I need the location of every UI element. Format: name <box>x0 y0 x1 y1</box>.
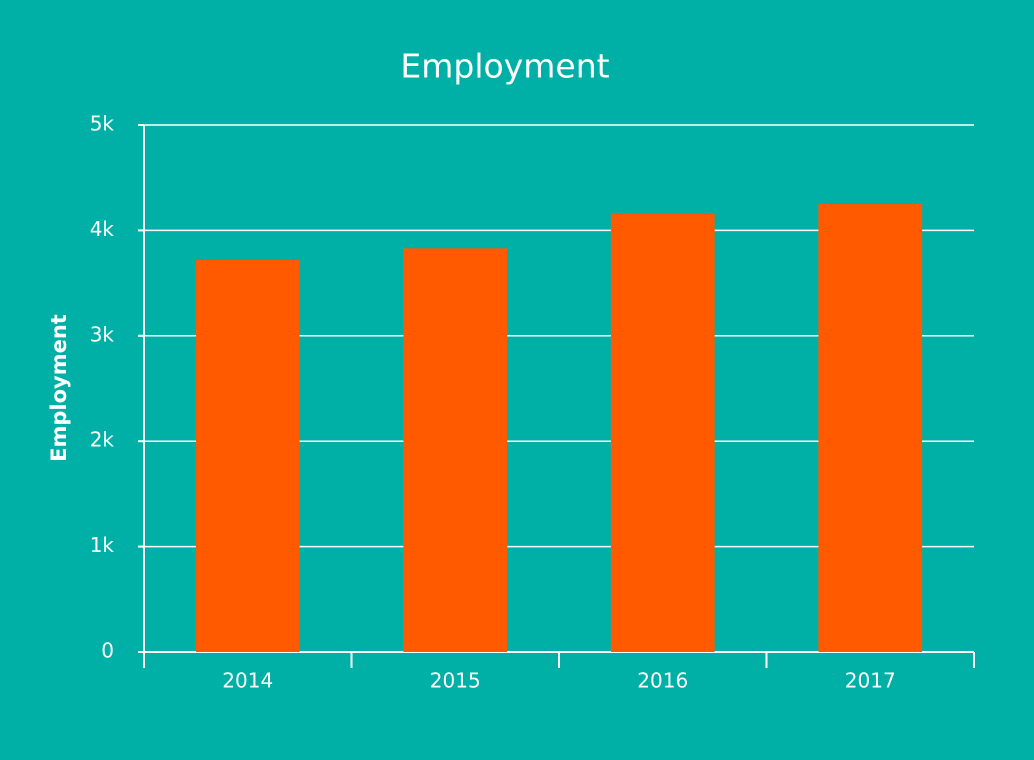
x-tick-label: 2016 <box>637 669 688 693</box>
y-tick-label: 2k <box>90 428 115 452</box>
y-tick-label: 1k <box>90 533 115 557</box>
y-axis-label: Employment <box>47 314 71 462</box>
y-tick-label: 0 <box>101 639 114 663</box>
chart-title: Employment <box>400 47 609 86</box>
y-tick-label: 5k <box>90 112 115 136</box>
y-tick-label: 4k <box>90 217 115 241</box>
bar <box>610 213 715 652</box>
x-tick-label: 2014 <box>222 669 273 693</box>
bar <box>195 259 300 652</box>
bar <box>818 204 923 653</box>
x-tick-label: 2015 <box>430 669 481 693</box>
y-tick-label: 3k <box>90 322 115 346</box>
bar <box>403 248 508 652</box>
x-tick-label: 2017 <box>845 669 896 693</box>
